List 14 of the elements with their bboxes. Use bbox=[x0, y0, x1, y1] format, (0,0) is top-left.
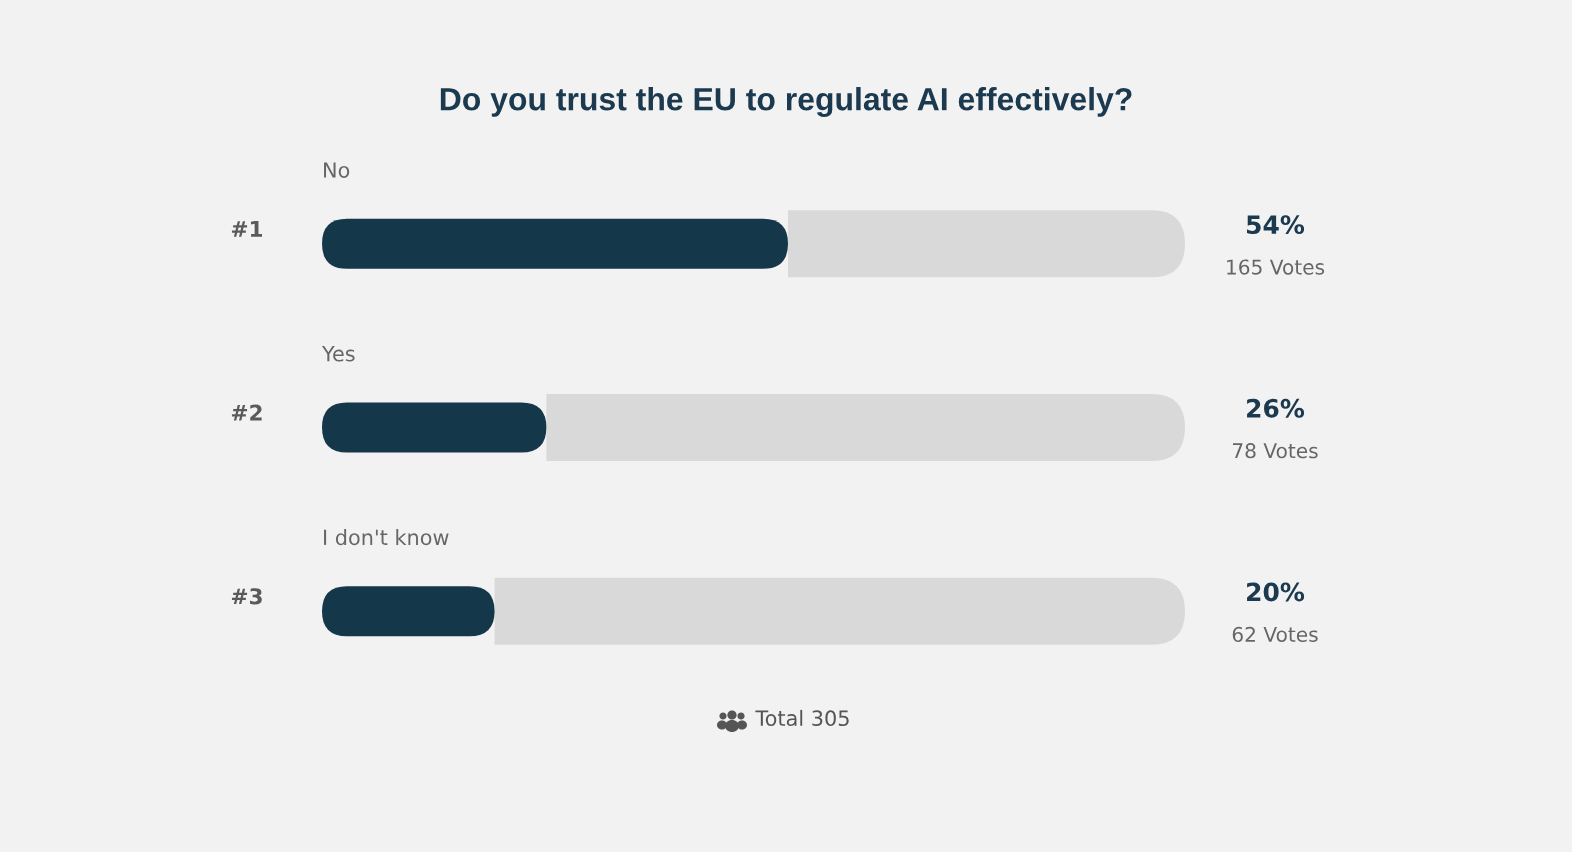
text: #2 bbox=[231, 404, 262, 421]
y-tick-label: Yes bbox=[321, 346, 355, 362]
text: #1 bbox=[231, 221, 263, 237]
text: 165 Votes bbox=[1227, 259, 1325, 275]
data-label: 26% bbox=[1247, 398, 1305, 418]
data-label: 54% bbox=[1247, 215, 1305, 235]
text: 78 Votes bbox=[1232, 443, 1318, 459]
data-label: 20% bbox=[1247, 582, 1305, 602]
y-tick-label: No bbox=[324, 162, 350, 178]
chart-title: Do you trust the EU to regulate AI effectively? bbox=[440, 87, 1132, 117]
text: Total 305 bbox=[755, 709, 849, 727]
text: #3 bbox=[231, 588, 262, 605]
y-tick-label: I don't know bbox=[324, 529, 449, 546]
text: 62 Votes bbox=[1232, 626, 1318, 643]
